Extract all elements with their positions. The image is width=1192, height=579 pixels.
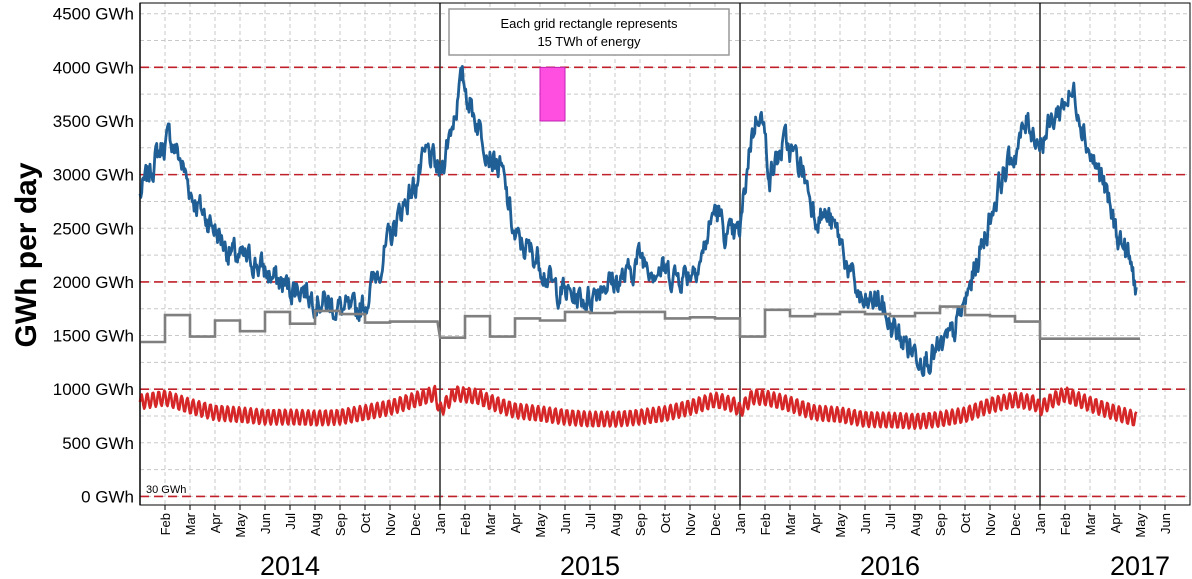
y-tick-labels: 0 GWh 500 GWh 1000 GWh 1500 GWh 2000 GWh 2500…	[53, 5, 134, 507]
y-axis-label: GWh per day	[10, 162, 43, 347]
x-tick-label: Feb	[758, 513, 773, 535]
x-tick-label: Mar	[483, 512, 498, 535]
annotation-line2: 15 TWh of energy	[537, 34, 641, 49]
x-tick-label: Oct	[358, 513, 373, 534]
x-tick-label: Jun	[258, 513, 273, 534]
x-tick-label: May	[233, 513, 248, 538]
x-tick-label: Jul	[883, 513, 898, 530]
y-tick-label: 3000 GWh	[53, 166, 134, 185]
reference-lines-layer	[140, 66, 1190, 498]
x-tick-label: Jul	[583, 513, 598, 530]
x-tick-labels: Feb Mar Apr May Jun Jul Aug Sep Oct Nov Dec Jan Feb M…	[158, 505, 1173, 538]
y-tick-label: 2500 GWh	[53, 219, 134, 238]
y-tick-label: 0 GWh	[81, 487, 134, 506]
x-tick-label: Aug	[908, 513, 923, 536]
year-label: 2016	[860, 551, 920, 579]
x-tick-label: Feb	[458, 513, 473, 535]
x-tick-label: Nov	[683, 513, 698, 537]
series-line	[138, 384, 1138, 430]
grid-layer	[139, 3, 1191, 505]
y-tick-label: 1000 GWh	[53, 380, 134, 399]
x-tick-label: Dec	[1008, 513, 1023, 537]
year-label: 2015	[560, 551, 620, 579]
series-layer	[138, 65, 1140, 430]
x-tick-label: Aug	[608, 513, 623, 536]
x-tick-label: Sep	[333, 513, 348, 536]
x-tick-label: May	[533, 513, 548, 538]
series-line	[138, 65, 1138, 377]
year-divider-layer	[139, 3, 1041, 505]
x-tick-label: Sep	[933, 513, 948, 536]
y-tick-label: 1500 GWh	[53, 327, 134, 346]
x-tick-label: Nov	[383, 513, 398, 537]
series-line	[140, 305, 1140, 344]
x-tick-label: Mar	[183, 512, 198, 535]
x-tick-label: Jun	[858, 513, 873, 534]
x-tick-label: Mar	[1083, 512, 1098, 535]
scale-rectangle	[539, 66, 566, 122]
year-label: 2014	[260, 551, 320, 579]
x-tick-label: Dec	[408, 513, 423, 537]
year-labels: 2014 2015 2016 2017	[260, 551, 1170, 579]
x-tick-label: Nov	[983, 513, 998, 537]
x-tick-label: Feb	[1058, 513, 1073, 535]
x-tick-label: Aug	[308, 513, 323, 536]
x-tick-label: Apr	[208, 512, 223, 533]
x-tick-label: Dec	[708, 513, 723, 537]
x-tick-label: Jan	[1033, 513, 1048, 534]
y-tick-label: 4000 GWh	[53, 58, 134, 77]
x-tick-label: Oct	[958, 513, 973, 534]
x-tick-label: Jun	[1158, 513, 1173, 534]
annotation-line1: Each grid rectangle represents	[500, 16, 678, 31]
x-tick-label: Oct	[658, 513, 673, 534]
y-tick-label: 2000 GWh	[53, 273, 134, 292]
x-tick-label: Apr	[508, 512, 523, 533]
x-tick-label: Jan	[733, 513, 748, 534]
plot-border	[139, 2, 1191, 506]
y-tick-label: 4500 GWh	[53, 5, 134, 24]
x-tick-label: Sep	[633, 513, 648, 536]
y-tick-label: 3500 GWh	[53, 112, 134, 131]
annotation-box: Each grid rectangle represents 15 TWh of…	[448, 8, 730, 56]
annotation-frame	[448, 8, 730, 56]
corner-note: 30 GWh	[146, 484, 186, 496]
x-tick-label: Jun	[558, 513, 573, 534]
y-tick-label: 500 GWh	[62, 434, 134, 453]
x-tick-label: Feb	[158, 513, 173, 535]
x-tick-label: Mar	[783, 512, 798, 535]
x-tick-label: Jan	[433, 513, 448, 534]
x-tick-label: May	[833, 513, 848, 538]
x-tick-label: May	[1133, 513, 1148, 538]
x-tick-label: Apr	[808, 512, 823, 533]
year-label: 2017	[1110, 551, 1170, 579]
x-tick-label: Jul	[283, 513, 298, 530]
x-tick-label: Apr	[1108, 512, 1123, 533]
